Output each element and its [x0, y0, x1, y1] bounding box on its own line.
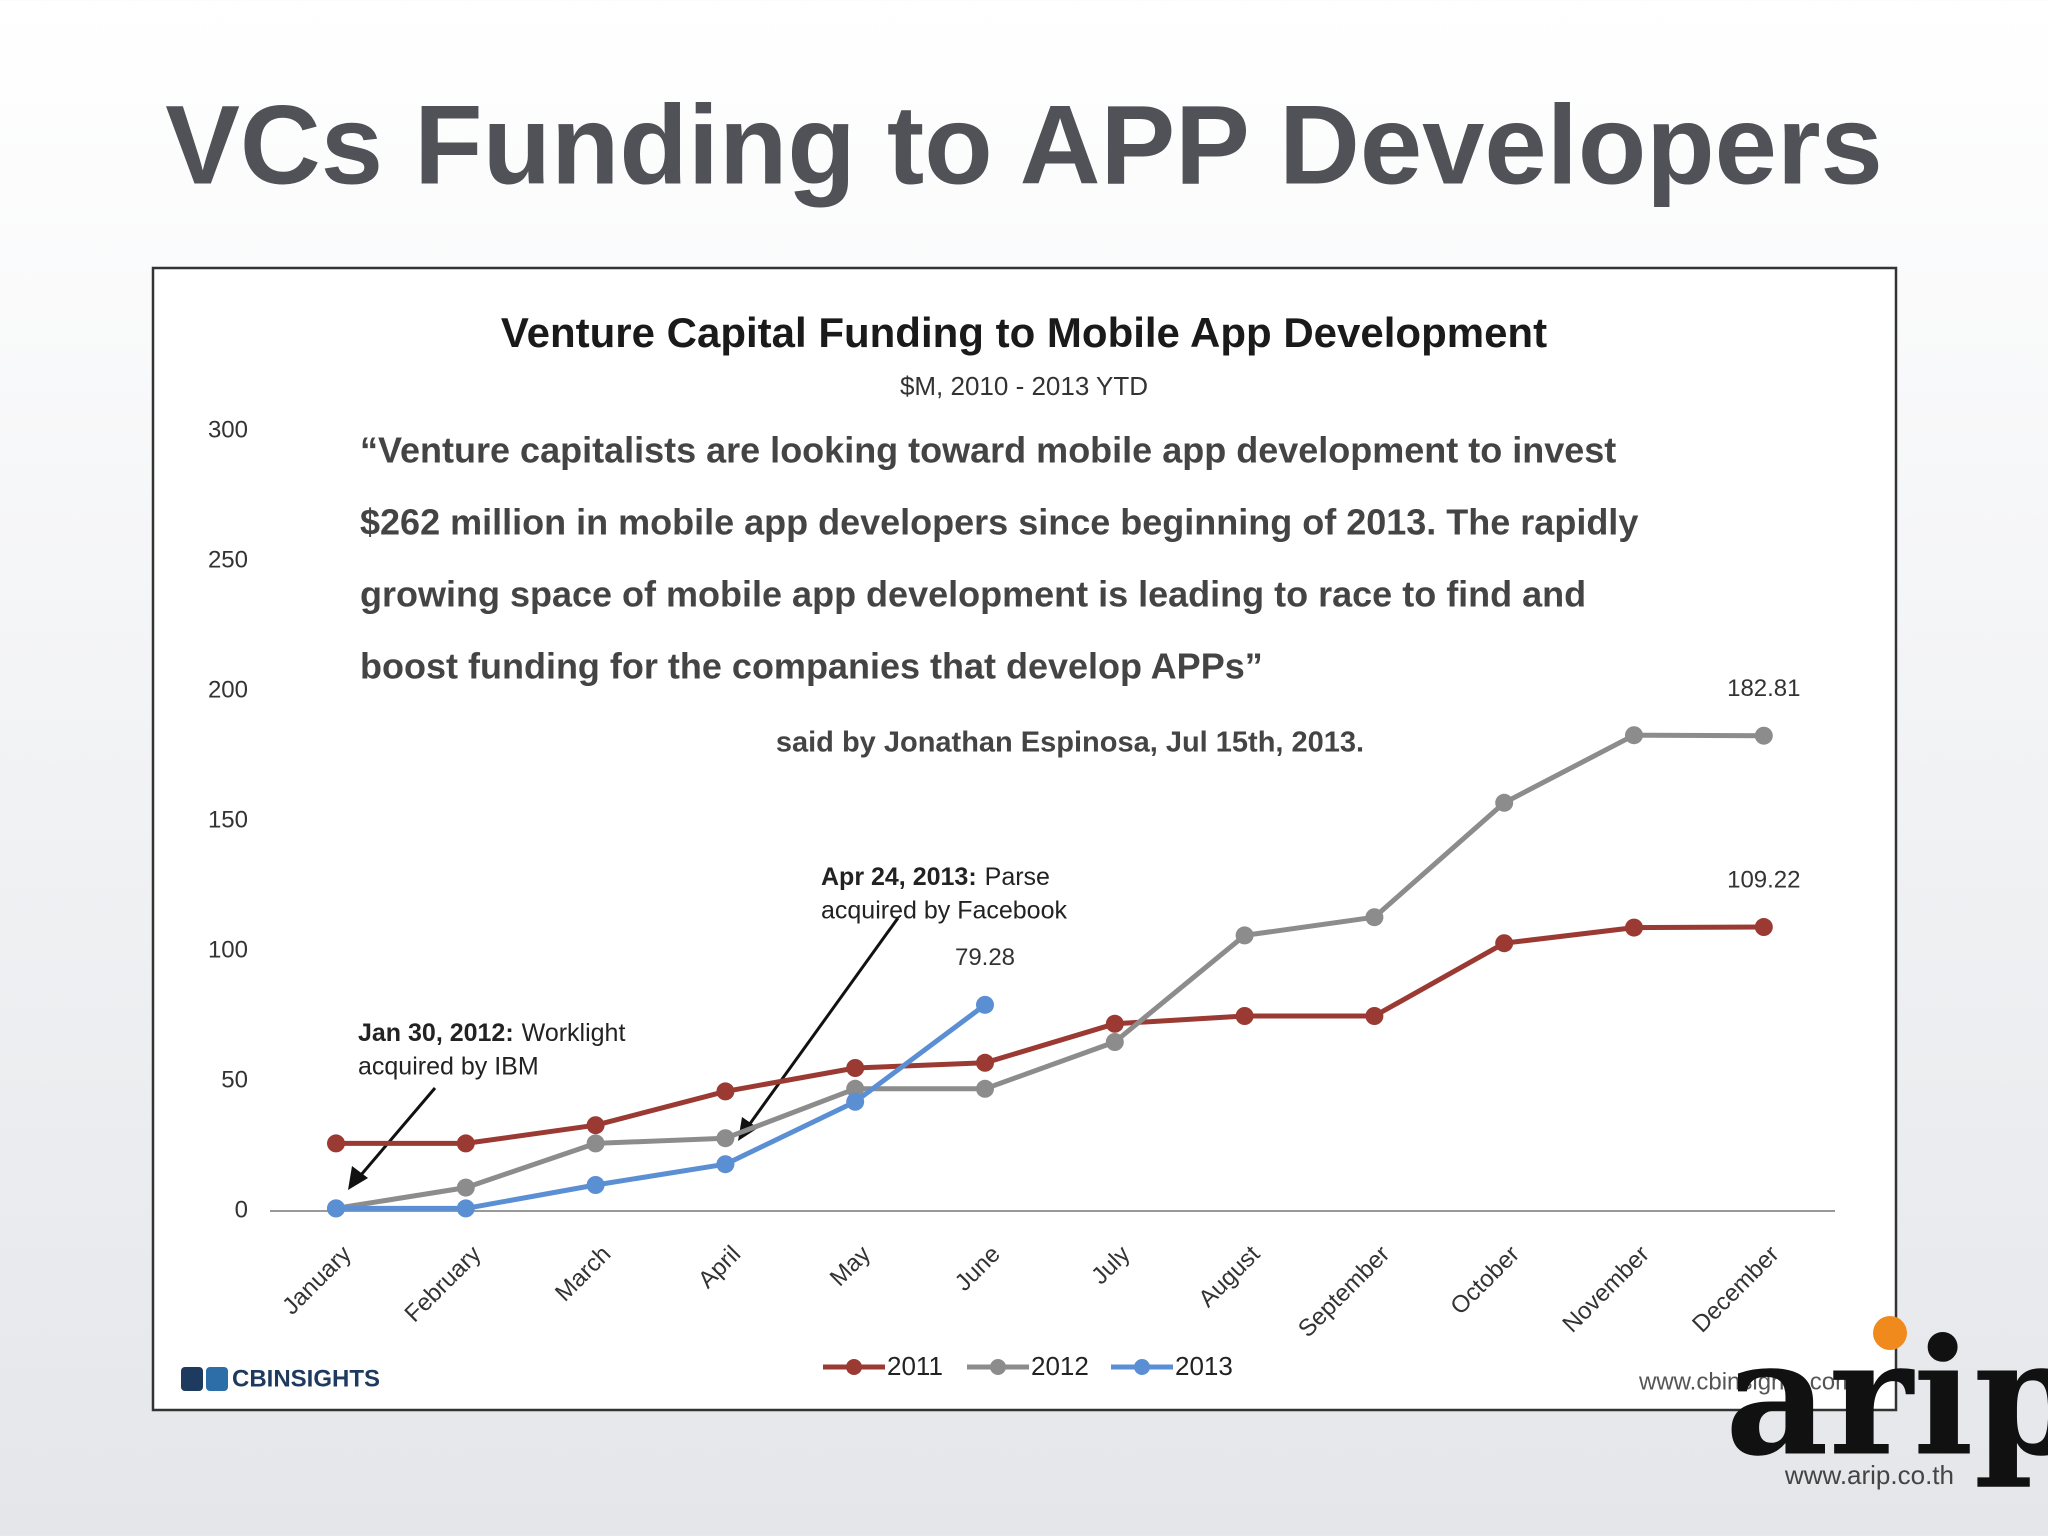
data-point [327, 1134, 345, 1153]
source-logo-text: CBINSIGHTS [232, 1365, 380, 1392]
data-point [586, 1176, 605, 1194]
data-point [716, 1129, 735, 1148]
y-tick-label: 100 [208, 936, 248, 963]
chart-subtitle: $M, 2010 - 2013 YTD [900, 371, 1148, 401]
legend-item: 2012 [967, 1351, 1089, 1381]
data-point [456, 1199, 475, 1218]
arrow [353, 1087, 437, 1183]
data-point [1754, 726, 1773, 745]
data-point [1365, 1007, 1384, 1025]
data-point [1105, 1033, 1124, 1051]
arrow [742, 917, 900, 1133]
data-point [1105, 1014, 1124, 1033]
legend-item: 2011 [823, 1351, 943, 1381]
data-point [716, 1082, 735, 1101]
data-point [976, 1079, 994, 1098]
data-point [716, 1155, 735, 1174]
legend-marker [990, 1359, 1006, 1375]
annotation-text: Parse [985, 863, 1050, 891]
legend-marker [1134, 1359, 1150, 1375]
y-tick-label: 150 [208, 806, 248, 833]
quote-line: $262 million in mobile app developers si… [360, 502, 1638, 543]
data-point [1495, 793, 1514, 812]
data-point [327, 1199, 345, 1218]
data-point [1625, 918, 1643, 937]
data-point [846, 1079, 865, 1098]
data-point [976, 995, 994, 1014]
data-label: 79.28 [955, 944, 1015, 971]
annotation: Apr 24, 2013: Parse [821, 863, 1050, 891]
quote-line: “Venture capitalists are looking toward … [360, 430, 1616, 471]
series-line [335, 732, 1764, 1211]
chart-frame [151, 266, 1898, 1412]
y-tick-label: 250 [208, 546, 248, 573]
logo-mark [206, 1367, 228, 1391]
y-tick-label: 50 [221, 1066, 248, 1093]
annotation-date: Apr 24, 2013: [821, 863, 977, 891]
data-point [1754, 918, 1773, 937]
data-point [1495, 934, 1514, 953]
data-point [846, 1092, 865, 1111]
y-tick-label: 300 [208, 416, 248, 443]
data-point [456, 1134, 475, 1153]
data-point [846, 1059, 865, 1077]
y-tick-label: 0 [235, 1196, 248, 1223]
quote-line: boost funding for the companies that dev… [360, 646, 1263, 687]
series-line [336, 924, 1764, 1146]
logo-dot [1873, 1316, 1907, 1350]
source-url: www.cbinsights.com [1638, 1368, 1855, 1395]
attribution: said by Jonathan Espinosa, Jul 15th, 201… [776, 727, 1364, 759]
legend-marker [846, 1359, 862, 1375]
annotation: Jan 30, 2012: Worklight [358, 1019, 625, 1047]
logo-url: www.arip.co.th [1784, 1460, 1954, 1490]
chart-title: Venture Capital Funding to Mobile App De… [501, 309, 1547, 356]
data-point [976, 1053, 994, 1072]
data-point [1365, 908, 1384, 927]
data-point [1625, 726, 1643, 745]
data-point [456, 1178, 475, 1197]
series-line [336, 1002, 987, 1211]
quote-line: growing space of mobile app development … [360, 574, 1586, 615]
source-logo: CBINSIGHTS [181, 1365, 380, 1392]
legend-label: 2011 [887, 1351, 943, 1381]
arrow-head [348, 1166, 368, 1190]
data-label: 182.81 [1727, 675, 1800, 702]
data-label: 109.22 [1727, 866, 1800, 893]
logo-mark [181, 1367, 203, 1391]
data-point [586, 1134, 605, 1153]
legend-label: 2012 [1031, 1351, 1089, 1381]
legend-item: 2013 [1111, 1351, 1233, 1381]
y-tick-label: 200 [208, 676, 248, 703]
annotation-text: Worklight [522, 1019, 626, 1047]
annotation-date: Jan 30, 2012: [358, 1019, 514, 1047]
data-point [586, 1116, 605, 1135]
data-point [1235, 926, 1254, 945]
arip-logo: arip [1725, 1304, 2048, 1492]
annotation-text: acquired by Facebook [821, 897, 1067, 925]
legend-label: 2013 [1175, 1351, 1233, 1381]
annotation-text: acquired by IBM [358, 1053, 539, 1081]
data-point [1235, 1007, 1254, 1025]
slide-title: VCs Funding to APP Developers [165, 83, 1883, 208]
